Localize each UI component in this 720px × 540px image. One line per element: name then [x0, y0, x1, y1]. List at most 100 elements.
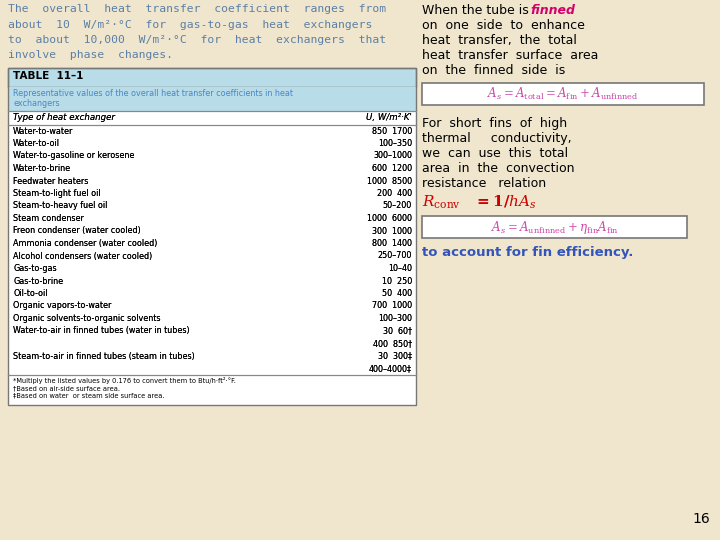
Text: Organic solvents-to-organic solvents: Organic solvents-to-organic solvents — [13, 314, 161, 323]
Text: 800  1400: 800 1400 — [372, 239, 412, 248]
Text: 200  400: 200 400 — [377, 189, 412, 198]
Text: Feedwater heaters: Feedwater heaters — [13, 177, 89, 186]
Text: TABLE  11–1: TABLE 11–1 — [13, 71, 84, 81]
Text: 10–40: 10–40 — [388, 264, 412, 273]
FancyBboxPatch shape — [422, 216, 687, 238]
Text: heat  transfer,  the  total: heat transfer, the total — [422, 34, 577, 47]
Text: 700  1000: 700 1000 — [372, 301, 412, 310]
Text: Gas-to-gas: Gas-to-gas — [13, 264, 57, 273]
Text: $A_s = A_\mathrm{unfinned} + \eta_\mathrm{fin} A_\mathrm{fin}$: $A_s = A_\mathrm{unfinned} + \eta_\mathr… — [490, 219, 618, 235]
Text: Steam-to-heavy fuel oil: Steam-to-heavy fuel oil — [13, 201, 107, 211]
Text: 400  850†: 400 850† — [373, 339, 412, 348]
Text: $\mathit{R}_\mathrm{conv}$: $\mathit{R}_\mathrm{conv}$ — [422, 194, 461, 211]
Text: finned: finned — [530, 4, 575, 17]
Text: 10  250: 10 250 — [382, 276, 412, 286]
Text: Water-to-air in finned tubes (water in tubes): Water-to-air in finned tubes (water in t… — [13, 327, 189, 335]
Text: U, W/m²·K': U, W/m²·K' — [366, 113, 412, 122]
Text: 850  1700: 850 1700 — [372, 126, 412, 136]
Text: Steam-to-light fuel oil: Steam-to-light fuel oil — [13, 189, 101, 198]
Text: Oil-to-oil: Oil-to-oil — [13, 289, 48, 298]
Text: 300–1000: 300–1000 — [373, 152, 412, 160]
Text: 400–4000‡: 400–4000‡ — [369, 364, 412, 373]
Text: 200  400: 200 400 — [377, 189, 412, 198]
Text: Oil-to-oil: Oil-to-oil — [13, 289, 48, 298]
Text: resistance   relation: resistance relation — [422, 177, 546, 190]
Text: Water-to-oil: Water-to-oil — [13, 139, 60, 148]
Text: 400–4000‡: 400–4000‡ — [369, 364, 412, 373]
Text: 50–200: 50–200 — [383, 201, 412, 211]
FancyBboxPatch shape — [422, 83, 704, 105]
Text: Type of heat exchanger: Type of heat exchanger — [13, 113, 115, 122]
Text: 600  1200: 600 1200 — [372, 164, 412, 173]
Text: heat  transfer  surface  area: heat transfer surface area — [422, 49, 598, 62]
Text: 30  300‡: 30 300‡ — [378, 352, 412, 361]
Text: involve  phase  changes.: involve phase changes. — [8, 51, 173, 60]
Text: *Multiply the listed values by 0.176 to convert them to Btu/h·ft²·°F.
†Based on : *Multiply the listed values by 0.176 to … — [13, 377, 236, 398]
Text: 10–40: 10–40 — [388, 264, 412, 273]
FancyBboxPatch shape — [8, 68, 416, 87]
Text: Gas-to-brine: Gas-to-brine — [13, 276, 63, 286]
Text: to  about  10,000  W/m²·°C  for  heat  exchangers  that: to about 10,000 W/m²·°C for heat exchang… — [8, 35, 386, 45]
Text: 800  1400: 800 1400 — [372, 239, 412, 248]
Text: Steam-to-light fuel oil: Steam-to-light fuel oil — [13, 189, 101, 198]
Text: Water-to-air in finned tubes (water in tubes): Water-to-air in finned tubes (water in t… — [13, 327, 189, 335]
Text: For  short  fins  of  high: For short fins of high — [422, 117, 567, 130]
Text: about  10  W/m²·°C  for  gas-to-gas  heat  exchangers: about 10 W/m²·°C for gas-to-gas heat exc… — [8, 19, 372, 30]
Text: 1000  6000: 1000 6000 — [367, 214, 412, 223]
Text: 250–700: 250–700 — [377, 252, 412, 260]
Text: Alcohol condensers (water cooled): Alcohol condensers (water cooled) — [13, 252, 152, 260]
FancyBboxPatch shape — [8, 111, 416, 405]
Text: Water-to-gasoline or kerosene: Water-to-gasoline or kerosene — [13, 152, 135, 160]
Text: Feedwater heaters: Feedwater heaters — [13, 177, 89, 186]
Text: The  overall  heat  transfer  coefficient  ranges  from: The overall heat transfer coefficient ra… — [8, 4, 386, 14]
Text: Alcohol condensers (water cooled): Alcohol condensers (water cooled) — [13, 252, 152, 260]
Text: we  can  use  this  total: we can use this total — [422, 147, 568, 160]
Text: 30  60†: 30 60† — [383, 327, 412, 335]
Text: Steam-to-heavy fuel oil: Steam-to-heavy fuel oil — [13, 201, 107, 211]
Text: Organic solvents-to-organic solvents: Organic solvents-to-organic solvents — [13, 314, 161, 323]
Text: 1000  6000: 1000 6000 — [367, 214, 412, 223]
Text: to account for fin efficiency.: to account for fin efficiency. — [422, 246, 634, 259]
Text: Steam-to-air in finned tubes (steam in tubes): Steam-to-air in finned tubes (steam in t… — [13, 352, 194, 361]
Text: Water-to-water: Water-to-water — [13, 126, 73, 136]
Text: When the tube is: When the tube is — [422, 4, 533, 17]
Text: 700  1000: 700 1000 — [372, 301, 412, 310]
Text: 10  250: 10 250 — [382, 276, 412, 286]
Text: 30  60†: 30 60† — [383, 327, 412, 335]
Text: $A_s = A_\mathrm{total} = A_\mathrm{fin} + A_\mathrm{unfinned}$: $A_s = A_\mathrm{total} = A_\mathrm{fin}… — [487, 86, 639, 102]
Text: Representative values of the overall heat transfer coefficients in heat
exchange: Representative values of the overall hea… — [13, 89, 293, 109]
Text: 50  400: 50 400 — [382, 289, 412, 298]
Text: Water-to-water: Water-to-water — [13, 126, 73, 136]
Text: $\mathbf{= 1/}$$\mathit{h}$$\mathit{A}_s$: $\mathbf{= 1/}$$\mathit{h}$$\mathit{A}_s… — [474, 194, 536, 211]
Text: Organic vapors-to-water: Organic vapors-to-water — [13, 301, 112, 310]
Text: 100–350: 100–350 — [378, 139, 412, 148]
Text: 300–1000: 300–1000 — [373, 152, 412, 160]
Text: Gas-to-gas: Gas-to-gas — [13, 264, 57, 273]
Text: 1000  8500: 1000 8500 — [367, 177, 412, 186]
Text: Organic vapors-to-water: Organic vapors-to-water — [13, 301, 112, 310]
Text: 300  1000: 300 1000 — [372, 226, 412, 235]
Text: on  the  finned  side  is: on the finned side is — [422, 64, 565, 77]
Text: 850  1700: 850 1700 — [372, 126, 412, 136]
Text: U, W/m²·K': U, W/m²·K' — [366, 113, 412, 122]
Text: 1000  8500: 1000 8500 — [367, 177, 412, 186]
FancyBboxPatch shape — [8, 87, 416, 111]
Text: 400  850†: 400 850† — [373, 339, 412, 348]
Text: 100–350: 100–350 — [378, 139, 412, 148]
Text: Water-to-brine: Water-to-brine — [13, 164, 71, 173]
Text: Steam condenser: Steam condenser — [13, 214, 84, 223]
Text: 100–300: 100–300 — [378, 314, 412, 323]
Text: Steam-to-air in finned tubes (steam in tubes): Steam-to-air in finned tubes (steam in t… — [13, 352, 194, 361]
Text: 50–200: 50–200 — [383, 201, 412, 211]
Text: Ammonia condenser (water cooled): Ammonia condenser (water cooled) — [13, 239, 158, 248]
Text: 300  1000: 300 1000 — [372, 226, 412, 235]
Text: area  in  the  convection: area in the convection — [422, 162, 575, 175]
Text: 250–700: 250–700 — [377, 252, 412, 260]
Text: 100–300: 100–300 — [378, 314, 412, 323]
Text: 30  300‡: 30 300‡ — [378, 352, 412, 361]
Text: Type of heat exchanger: Type of heat exchanger — [13, 113, 115, 122]
Text: Water-to-gasoline or kerosene: Water-to-gasoline or kerosene — [13, 152, 135, 160]
Text: thermal     conductivity,: thermal conductivity, — [422, 132, 572, 145]
Text: on  one  side  to  enhance: on one side to enhance — [422, 19, 585, 32]
Text: Freon condenser (water cooled): Freon condenser (water cooled) — [13, 226, 140, 235]
